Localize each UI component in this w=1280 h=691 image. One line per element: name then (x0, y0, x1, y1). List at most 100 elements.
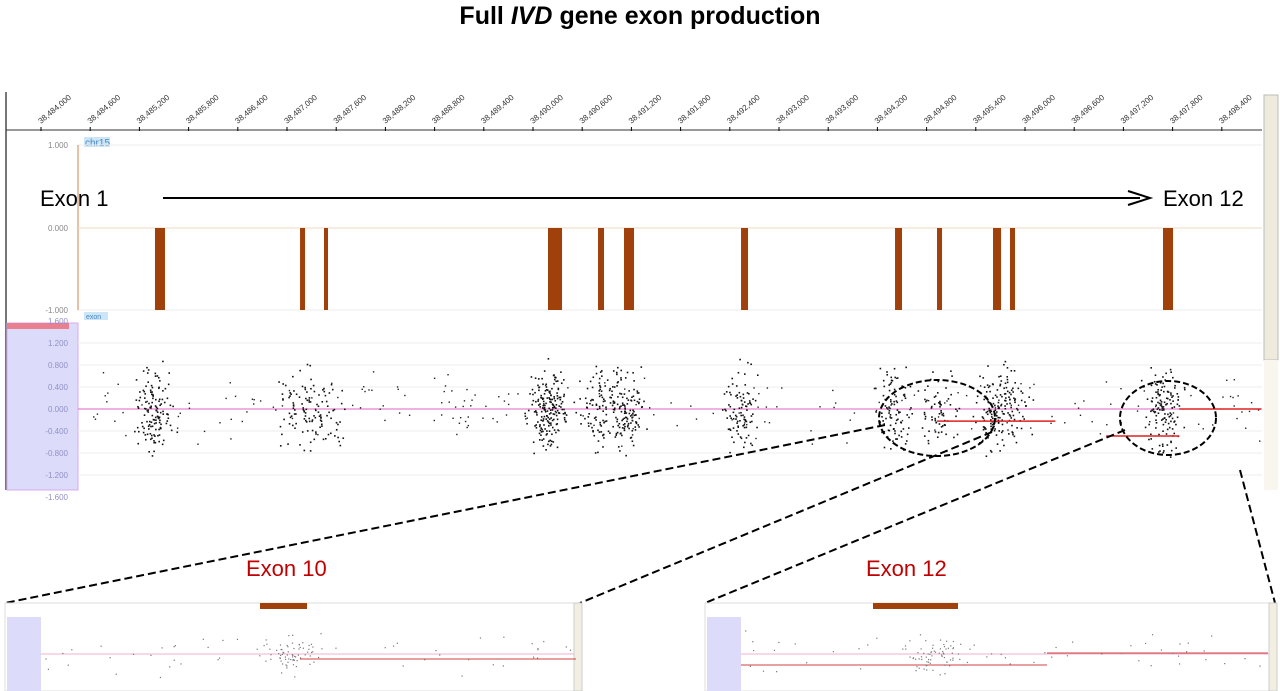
data-point (318, 394, 320, 396)
data-point (626, 403, 629, 405)
data-point (891, 379, 894, 382)
data-point (746, 409, 748, 411)
exon-bar (598, 228, 605, 310)
data-point (1165, 418, 1167, 421)
data-point (148, 420, 151, 423)
data-point (754, 399, 757, 402)
data-point (1222, 396, 1224, 398)
data-point (304, 419, 307, 422)
data-point (315, 431, 317, 433)
data-point (324, 394, 327, 397)
data-point (999, 375, 1002, 377)
data-point (459, 416, 462, 419)
data-point (602, 433, 605, 436)
data-point (1006, 403, 1008, 405)
data-point (893, 388, 896, 391)
data-point (144, 393, 147, 395)
data-point (549, 398, 551, 400)
data-point (552, 418, 555, 421)
data-point (281, 663, 284, 665)
data-point (1157, 407, 1160, 409)
data-point (1144, 642, 1147, 645)
data-point (1156, 384, 1158, 386)
data-point (590, 399, 592, 402)
data-point (624, 425, 626, 428)
data-point (1183, 426, 1186, 429)
data-point (989, 411, 992, 414)
data-point (553, 382, 555, 385)
data-point (595, 416, 597, 419)
data-point (561, 400, 564, 403)
data-point (623, 427, 626, 430)
data-point (612, 370, 615, 372)
data-point (158, 400, 160, 403)
data-point (552, 374, 555, 377)
data-point (1162, 382, 1164, 385)
data-point (548, 422, 551, 425)
data-point (322, 438, 325, 441)
data-point (149, 406, 151, 409)
data-point (279, 657, 281, 659)
data-point (279, 644, 282, 646)
data-point (973, 644, 975, 646)
data-point (748, 392, 750, 395)
data-point (579, 380, 581, 383)
data-point (543, 406, 546, 409)
zoom-panel-frame (704, 602, 1276, 691)
data-point (743, 446, 745, 449)
data-point (550, 412, 552, 414)
data-point (1004, 399, 1006, 402)
data-point (631, 440, 634, 443)
exon-bar (548, 228, 563, 310)
data-point (958, 407, 961, 410)
data-point (757, 406, 759, 408)
data-point (556, 397, 559, 400)
data-point (1167, 413, 1169, 416)
data-point (302, 407, 305, 409)
data-point (623, 404, 625, 406)
data-point (310, 651, 313, 654)
data-point (1173, 387, 1176, 389)
data-point (904, 645, 907, 647)
data-point (550, 443, 553, 446)
data-point (1051, 656, 1053, 658)
data-point (543, 424, 545, 426)
data-point (289, 392, 292, 394)
data-point (461, 675, 463, 677)
data-point (762, 670, 765, 672)
data-point (627, 424, 629, 427)
data-point (540, 416, 543, 418)
data-point (278, 381, 280, 383)
data-point (941, 655, 943, 658)
data-point (537, 378, 540, 380)
data-point (585, 406, 588, 409)
data-point (615, 371, 618, 374)
data-point (538, 439, 541, 441)
data-point (337, 423, 339, 426)
data-point (533, 656, 535, 658)
data-point (806, 662, 808, 664)
data-point (712, 412, 714, 415)
data-point (1171, 417, 1174, 420)
data-point (284, 658, 287, 661)
data-point (896, 438, 898, 440)
data-point (160, 423, 162, 426)
data-point (882, 394, 885, 397)
data-point (990, 419, 992, 421)
data-point (303, 418, 306, 420)
data-point (899, 411, 901, 413)
data-point (939, 648, 942, 650)
data-point (540, 431, 543, 433)
data-point (953, 436, 955, 439)
data-point (889, 399, 892, 401)
vertical-scrollbar (1263, 94, 1279, 361)
data-point (609, 396, 611, 399)
data-point (747, 434, 750, 437)
track2-y-label: -1.600 (45, 493, 68, 502)
data-point (288, 396, 290, 399)
data-point (1165, 433, 1168, 435)
data-point (159, 411, 162, 414)
data-point (750, 442, 752, 445)
data-point (311, 397, 313, 399)
data-point (291, 654, 293, 656)
